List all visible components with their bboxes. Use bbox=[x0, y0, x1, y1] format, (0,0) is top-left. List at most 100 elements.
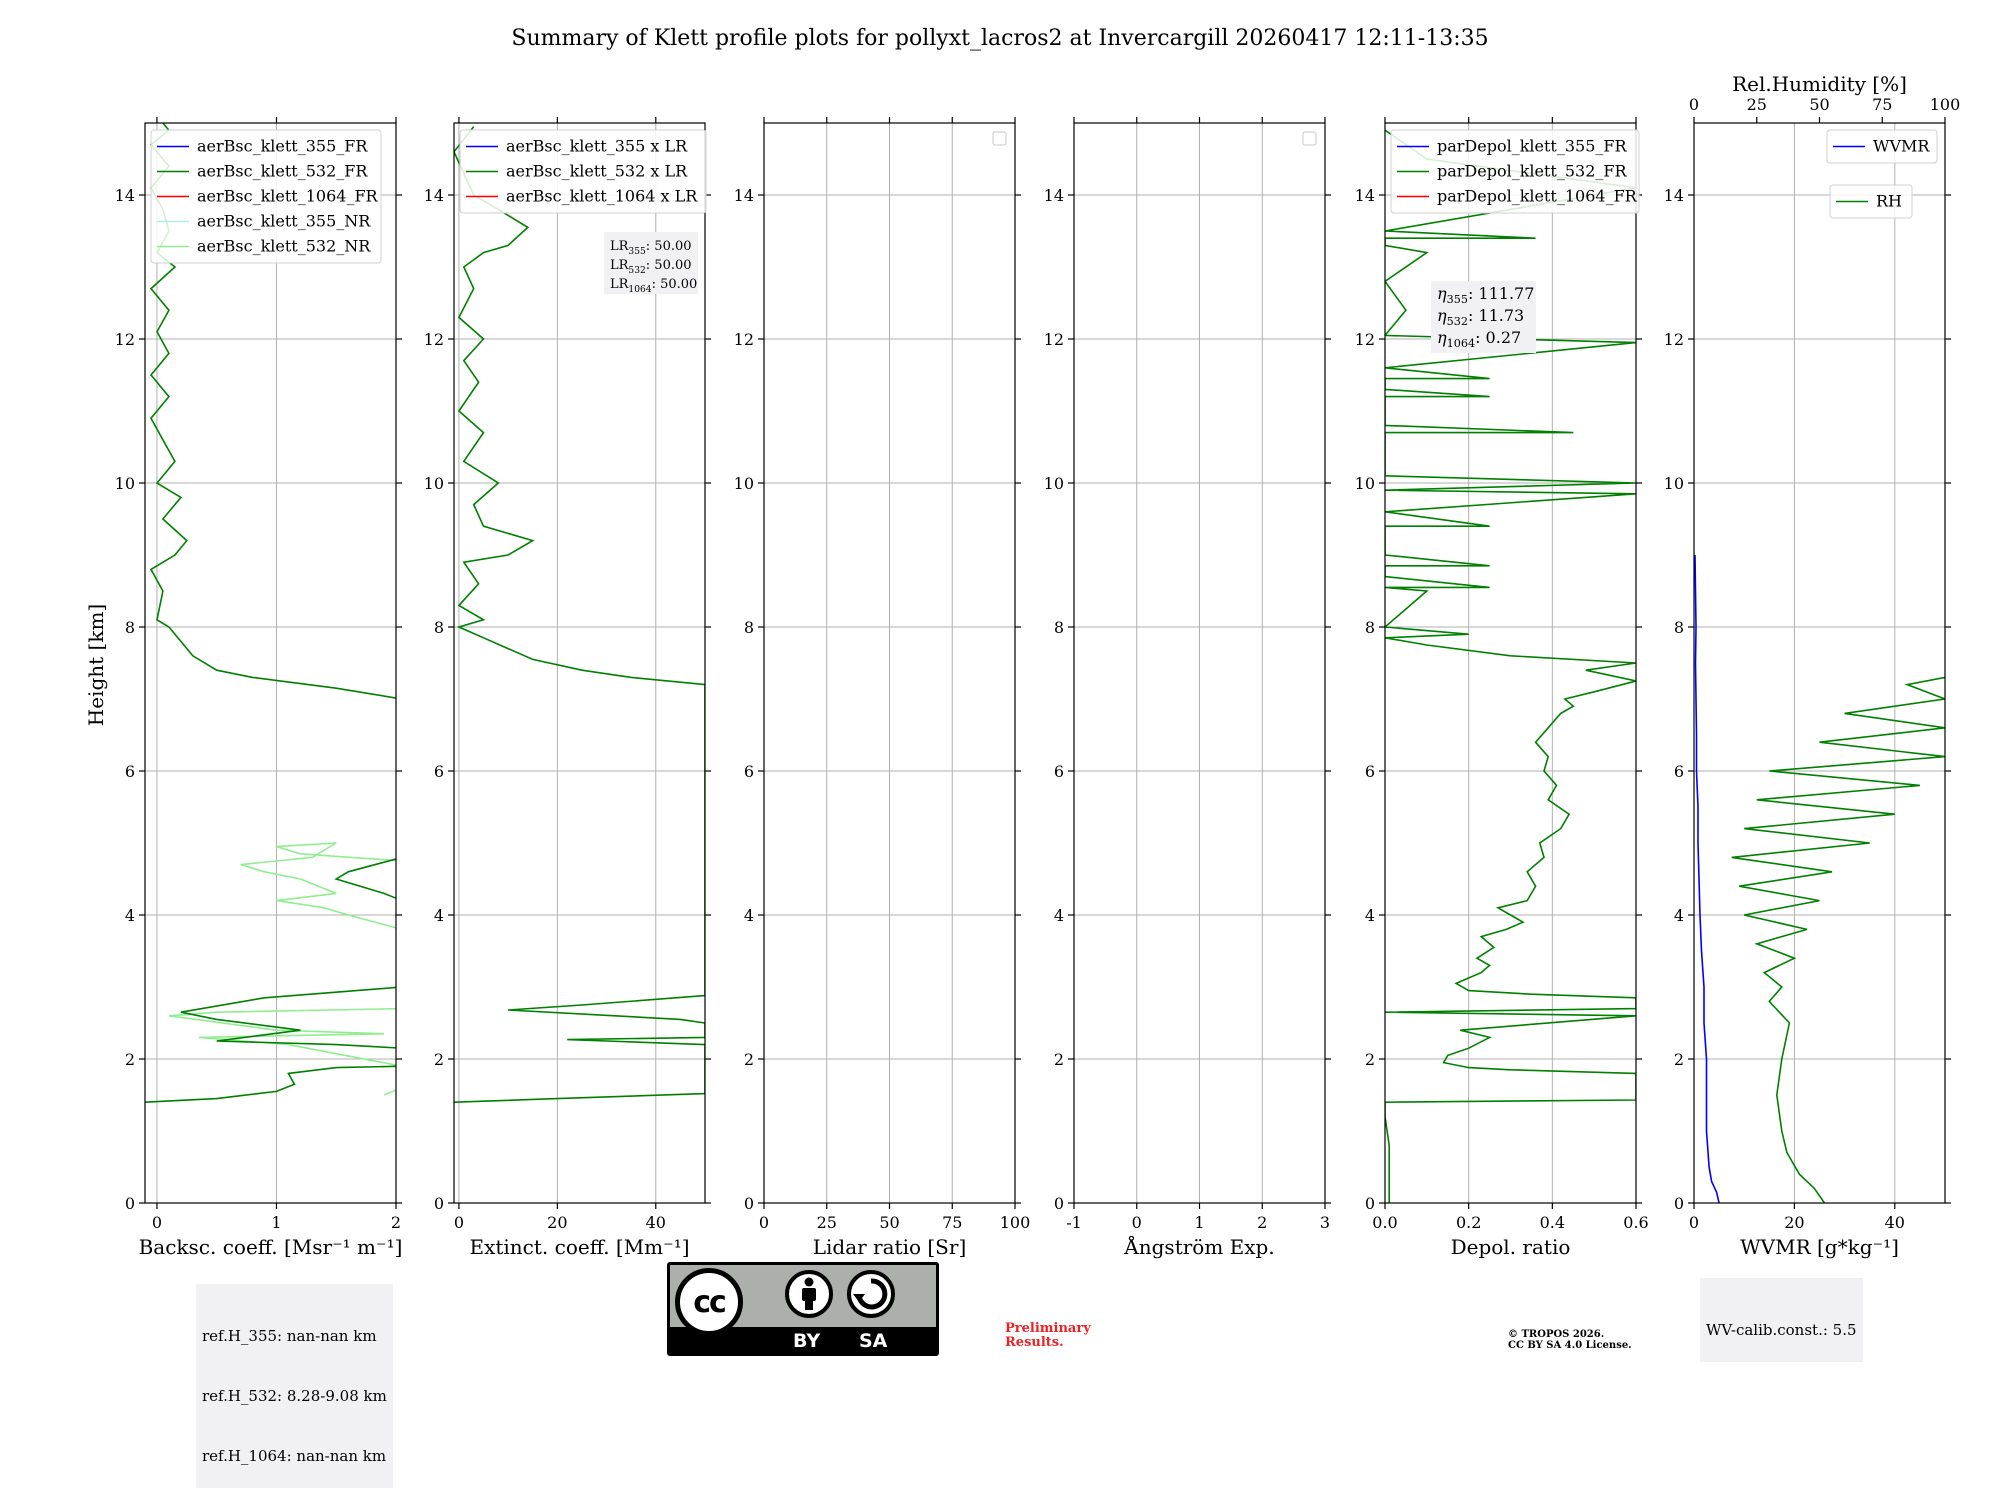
ytick-label-0: 0 bbox=[434, 1194, 444, 1213]
top-xtick-label-4: 100 bbox=[1930, 95, 1961, 114]
ytick-label-2: 4 bbox=[434, 906, 444, 925]
legend-label-0: aerBsc_klett_355 x LR bbox=[506, 137, 688, 156]
axes-frame bbox=[1384, 122, 1637, 1204]
ytick-label-4: 8 bbox=[1365, 618, 1375, 637]
xtick-label-3: 75 bbox=[942, 1213, 962, 1232]
axes-frame bbox=[1693, 122, 1946, 1204]
top-xtick-label-3: 75 bbox=[1872, 95, 1892, 114]
annotation-line-2: η1064: 0.27 bbox=[1437, 328, 1521, 350]
xtick-label-4: 3 bbox=[1320, 1213, 1330, 1232]
xtick-label-4: 100 bbox=[1000, 1213, 1031, 1232]
xtick-label-2: 2 bbox=[391, 1213, 401, 1232]
annotation-bg bbox=[1431, 281, 1536, 353]
top-xtick-label-2: 50 bbox=[1809, 95, 1829, 114]
x-axis-label: Depol. ratio bbox=[1451, 1235, 1571, 1259]
series-WVMR bbox=[1694, 554, 1720, 1203]
legend-label-0: parDepol_klett_355_FR bbox=[1437, 137, 1628, 156]
wv-calibration-box: WV-calib.const.: 5.5 bbox=[1700, 1278, 1863, 1362]
ytick-label-6: 12 bbox=[1044, 330, 1064, 349]
legend-label-4: aerBsc_klett_532_NR bbox=[197, 237, 371, 256]
ytick-label-1: 2 bbox=[1054, 1050, 1064, 1069]
series-RH bbox=[1731, 676, 1945, 1203]
x-axis-label: Ångström Exp. bbox=[1123, 1234, 1274, 1259]
annotation-line-2: LR1064: 50.00 bbox=[610, 277, 697, 295]
legend-frame bbox=[1390, 129, 1640, 214]
ytick-label-7: 14 bbox=[1044, 186, 1064, 205]
ytick-label-2: 4 bbox=[1674, 906, 1684, 925]
ytick-label-3: 6 bbox=[1054, 762, 1064, 781]
ytick-label-6: 12 bbox=[1664, 330, 1684, 349]
legend-frame bbox=[459, 129, 707, 214]
ytick-label-1: 2 bbox=[744, 1050, 754, 1069]
legend-frame bbox=[150, 129, 382, 264]
xtick-label-3: 2 bbox=[1257, 1213, 1267, 1232]
ytick-label-1: 2 bbox=[434, 1050, 444, 1069]
ytick-label-3: 6 bbox=[744, 762, 754, 781]
ytick-label-5: 10 bbox=[1355, 474, 1375, 493]
ytick-label-4: 8 bbox=[125, 618, 135, 637]
ytick-label-5: 10 bbox=[734, 474, 754, 493]
x-axis-label: Lidar ratio [Sr] bbox=[813, 1235, 967, 1259]
legend-label-1: aerBsc_klett_532_FR bbox=[197, 162, 368, 181]
legend-rh: RH bbox=[1829, 184, 1913, 219]
xtick-label-0: 0 bbox=[1689, 1213, 1699, 1232]
ref-height-1064: ref.H_1064: nan-nan km bbox=[202, 1447, 387, 1465]
ytick-label-2: 4 bbox=[1054, 906, 1064, 925]
xtick-label-1: 0.2 bbox=[1456, 1213, 1481, 1232]
ytick-label-6: 12 bbox=[1355, 330, 1375, 349]
legend-label-3: aerBsc_klett_355_NR bbox=[197, 212, 371, 231]
ytick-label-3: 6 bbox=[1674, 762, 1684, 781]
xtick-label-0: 0 bbox=[759, 1213, 769, 1232]
ytick-label-4: 8 bbox=[434, 618, 444, 637]
series-aerBsc_klett_532_FR bbox=[145, 123, 396, 1103]
ytick-label-6: 12 bbox=[424, 330, 444, 349]
ytick-label-7: 14 bbox=[734, 186, 754, 205]
annotation-line-1: η532: 11.73 bbox=[1437, 306, 1524, 328]
ytick-label-4: 8 bbox=[744, 618, 754, 637]
ytick-label-3: 6 bbox=[434, 762, 444, 781]
top-axis-label: Rel.Humidity [%] bbox=[1732, 72, 1907, 96]
annotation-line-1: LR532: 50.00 bbox=[610, 258, 692, 276]
top-xtick-label-1: 25 bbox=[1747, 95, 1767, 114]
panel-lr: 0 2 4 6 8 10 12 14 0 25 50 75 100 Lidar ratio [Sr] bbox=[734, 117, 1031, 1259]
ytick-label-6: 12 bbox=[734, 330, 754, 349]
legend: aerBsc_klett_355 x LR aerBsc_klett_532 x … bbox=[459, 129, 707, 214]
x-axis-label: Extinct. coeff. [Mm⁻¹] bbox=[469, 1235, 689, 1259]
legend-label-1: aerBsc_klett_532 x LR bbox=[506, 162, 688, 181]
ytick-label-2: 4 bbox=[1365, 906, 1375, 925]
legend-label-0: RH bbox=[1876, 192, 1902, 211]
annotation-bg bbox=[604, 232, 698, 294]
ytick-label-0: 0 bbox=[1674, 1194, 1684, 1213]
ytick-label-4: 8 bbox=[1054, 618, 1064, 637]
ref-height-532: ref.H_532: 8.28-9.08 km bbox=[202, 1387, 387, 1405]
x-axis-label: Backsc. coeff. [Msr⁻¹ m⁻¹] bbox=[139, 1235, 403, 1259]
ytick-label-5: 10 bbox=[115, 474, 135, 493]
y-axis-label: Height [km] bbox=[84, 604, 108, 726]
reference-height-box: ref.H_355: nan-nan km ref.H_532: 8.28-9.… bbox=[196, 1284, 393, 1488]
ytick-label-5: 10 bbox=[1044, 474, 1064, 493]
series-aerBsc_klett_532_NR bbox=[168, 842, 396, 1096]
xtick-label-1: 20 bbox=[547, 1213, 567, 1232]
legend-label-1: parDepol_klett_532_FR bbox=[1437, 162, 1628, 181]
legend-label-2: aerBsc_klett_1064_FR bbox=[197, 187, 379, 206]
ytick-label-1: 2 bbox=[125, 1050, 135, 1069]
ytick-label-1: 2 bbox=[1365, 1050, 1375, 1069]
axes-frame bbox=[144, 122, 397, 1204]
person-icon bbox=[785, 1270, 833, 1318]
panel-wvmr: 0 2 4 6 8 10 12 14 0 20 40 WVMR [g*kg⁻¹] 0 25 50 75 100 R… bbox=[1664, 72, 1961, 1259]
ytick-label-0: 0 bbox=[125, 1194, 135, 1213]
cc-icon: cc bbox=[675, 1268, 743, 1336]
legend: aerBsc_klett_355_FR aerBsc_klett_532_FRae… bbox=[150, 129, 382, 264]
wv-calibration-constant: WV-calib.const.: 5.5 bbox=[1706, 1321, 1857, 1339]
ytick-label-0: 0 bbox=[744, 1194, 754, 1213]
panel-pdr: 0 2 4 6 8 10 12 14 0.0 0.2 0.4 0.6 Depol. ratio parDe… bbox=[1355, 117, 1649, 1259]
series-aerBsc_klett_532 x LR bbox=[454, 126, 705, 1103]
legend-label-0: WVMR bbox=[1873, 137, 1930, 156]
figure: Summary of Klett profile plots for polly… bbox=[84, 26, 1961, 1259]
legend-frame bbox=[1829, 184, 1913, 219]
legend: parDepol_klett_355_FR parDepol_klett_532_… bbox=[1390, 129, 1640, 214]
xtick-label-0: 0.0 bbox=[1372, 1213, 1397, 1232]
ytick-label-4: 8 bbox=[1674, 618, 1684, 637]
xtick-label-2: 40 bbox=[1885, 1213, 1905, 1232]
